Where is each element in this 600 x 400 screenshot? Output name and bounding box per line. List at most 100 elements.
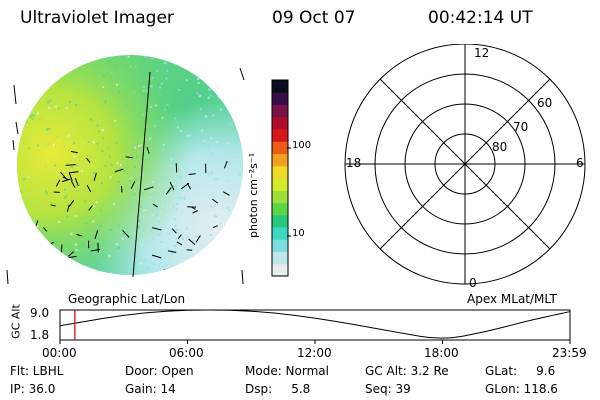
seq-info: Seq: 39 [365, 382, 411, 396]
edge-ticks [6, 67, 245, 285]
image-speckle [134, 178, 137, 181]
image-speckle [157, 221, 160, 224]
image-vector-mark [146, 146, 150, 154]
image-speckle [143, 156, 146, 159]
image-speckle [22, 264, 25, 267]
image-vector-mark [121, 185, 123, 193]
image-speckle [20, 190, 23, 193]
image-speckle [143, 86, 146, 89]
image-speckle [75, 248, 78, 251]
image-speckle [115, 141, 118, 144]
image-speckle [216, 95, 219, 98]
image-speckle [166, 155, 169, 158]
image-speckle [185, 227, 188, 230]
image-speckle [57, 107, 60, 110]
image-speckle [64, 62, 67, 65]
image-speckle [89, 156, 92, 158]
image-speckle [117, 224, 120, 227]
image-speckle [175, 229, 178, 231]
image-speckle [230, 76, 233, 79]
image-speckle [198, 205, 201, 208]
image-speckle [166, 194, 169, 197]
image-vector-mark [186, 249, 193, 251]
image-speckle [46, 99, 49, 102]
image-speckle [115, 65, 118, 68]
image-speckle [202, 64, 205, 67]
image-speckle [150, 85, 153, 88]
image-speckle [121, 238, 124, 241]
image-speckle [161, 204, 164, 207]
image-speckle [150, 194, 153, 197]
image-speckle [203, 140, 206, 142]
image-speckle [49, 99, 52, 102]
image-vector-mark [125, 156, 133, 159]
image-speckle [198, 193, 201, 195]
image-speckle [31, 224, 34, 227]
image-speckle [22, 142, 25, 145]
image-speckle [147, 255, 149, 258]
image-speckle [45, 192, 48, 195]
image-speckle [195, 173, 198, 176]
image-speckle [23, 266, 25, 269]
image-speckle [133, 162, 136, 165]
image-speckle [150, 172, 153, 175]
image-speckle [138, 82, 141, 85]
image-speckle [75, 104, 78, 107]
image-speckle [177, 220, 180, 223]
mode-info: Mode: Normal [245, 364, 329, 378]
image-speckle [222, 55, 225, 58]
image-speckle [183, 197, 186, 200]
image-speckle [220, 108, 222, 111]
gc-alt-info: GC Alt: 3.2 Re [365, 364, 449, 378]
image-speckle [214, 215, 217, 218]
image-vector-mark [52, 262, 63, 266]
colorbar-cell [272, 178, 288, 191]
image-speckle [37, 144, 40, 147]
image-speckle [75, 164, 78, 167]
image-speckle [159, 86, 162, 89]
image-speckle [213, 80, 215, 83]
image-speckle [140, 143, 143, 146]
image-speckle [203, 249, 206, 252]
image-speckle [157, 252, 159, 255]
image-speckle [113, 203, 115, 206]
image-speckle [102, 75, 105, 78]
image-vector-mark [43, 256, 49, 263]
image-vector-mark [68, 251, 74, 257]
mlt-label-6: 6 [576, 156, 584, 170]
image-speckle [193, 180, 196, 183]
image-speckle [151, 77, 154, 80]
image-speckle [140, 244, 143, 247]
altitude-xtick-0: 00:00 [42, 346, 77, 360]
image-speckle [210, 205, 213, 208]
image-speckle [102, 86, 105, 88]
image-speckle [139, 140, 142, 143]
image-speckle [57, 72, 60, 75]
image-speckle [215, 215, 218, 218]
polar-grid [344, 44, 586, 285]
image-speckle [215, 90, 218, 93]
image-speckle [197, 78, 199, 80]
image-speckle [199, 95, 201, 97]
image-speckle [117, 246, 120, 249]
image-vector-mark [195, 235, 201, 243]
image-vector-mark [130, 181, 136, 190]
altitude-xtick-4: 23:59 [552, 346, 587, 360]
image-speckle [24, 104, 27, 107]
image-speckle [46, 128, 48, 131]
image-speckle [65, 67, 68, 70]
image-speckle [196, 164, 199, 167]
image-speckle [158, 233, 161, 236]
image-speckle [25, 244, 27, 247]
image-vector-mark [43, 227, 48, 232]
colorbar-cell [272, 116, 288, 130]
image-speckle [52, 144, 55, 147]
image-speckle [56, 135, 59, 138]
image-speckle [144, 55, 147, 58]
image-speckle [147, 267, 150, 270]
image-speckle [221, 255, 224, 258]
image-speckle [89, 55, 92, 58]
image-speckle [53, 258, 56, 261]
image-speckle [144, 208, 147, 211]
image-vector-mark [76, 233, 82, 237]
